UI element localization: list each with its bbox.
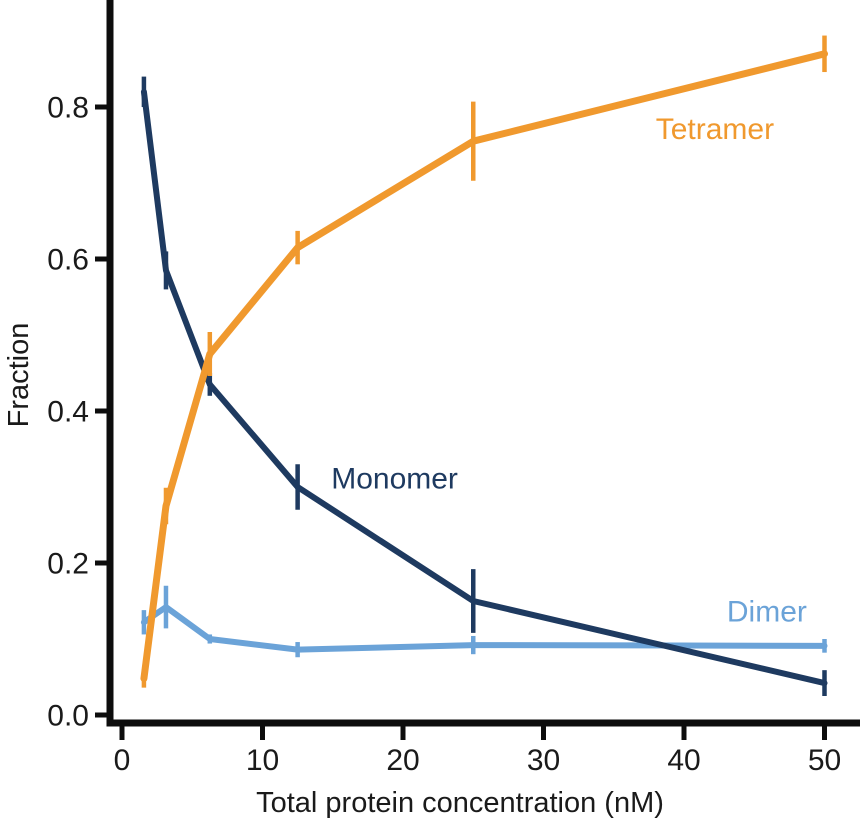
x-tick-label: 30 bbox=[527, 744, 560, 777]
x-axis-title: Total protein concentration (nM) bbox=[256, 787, 664, 819]
y-tick-label: 0.2 bbox=[47, 548, 89, 581]
series-line-tetramer bbox=[140, 50, 828, 683]
series-tetramer bbox=[140, 35, 828, 688]
x-tick-label: 0 bbox=[114, 744, 131, 777]
series-layer bbox=[140, 35, 828, 696]
x-tick-label: 40 bbox=[667, 744, 700, 777]
series-label-tetramer: Tetramer bbox=[656, 113, 774, 146]
series-line-dimer bbox=[140, 604, 828, 653]
series-label-monomer: Monomer bbox=[331, 462, 458, 495]
x-tick-label: 10 bbox=[246, 744, 279, 777]
series-monomer bbox=[140, 76, 828, 696]
y-tick-label: 0.8 bbox=[47, 92, 89, 125]
series-line-monomer bbox=[140, 88, 828, 687]
series-label-dimer: Dimer bbox=[727, 595, 807, 628]
x-tick-label: 20 bbox=[386, 744, 419, 777]
y-tick-label: 0.4 bbox=[47, 396, 89, 429]
labels-layer: Total protein concentration (nM) Fractio… bbox=[3, 113, 807, 819]
series-dimer bbox=[140, 585, 828, 658]
y-axis-title: Fraction bbox=[3, 323, 35, 428]
y-tick-label: 0.0 bbox=[47, 700, 89, 733]
axes-layer: 0.0 0.2 0.4 0.6 0.8 0 10 20 30 40 50 bbox=[47, 0, 860, 777]
y-tick-label: 0.6 bbox=[47, 244, 89, 277]
x-tick-label: 50 bbox=[808, 744, 841, 777]
